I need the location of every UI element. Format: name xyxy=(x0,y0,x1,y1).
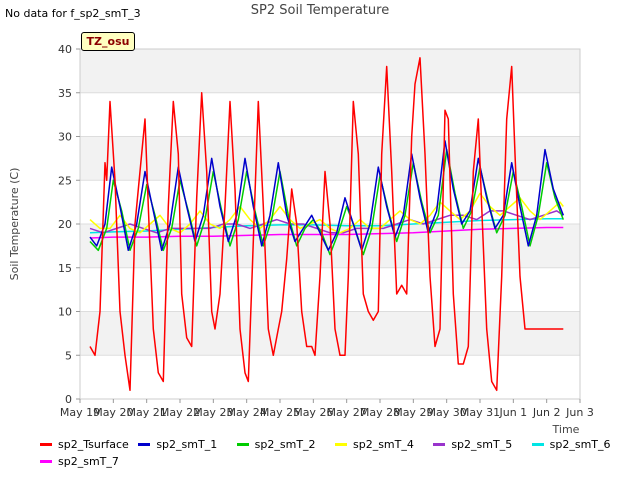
legend-row: sp2_Tsurface sp2_smT_1 sp2_smT_2 sp2_smT_4 s… xyxy=(38,436,628,453)
y-tick-labels: 0 5 10 15 20 25 30 35 40 xyxy=(58,43,80,406)
x-tick-label: May 27 xyxy=(327,406,367,419)
x-tick-label: May 22 xyxy=(160,406,200,419)
legend: sp2_Tsurface sp2_smT_1 sp2_smT_2 sp2_smT_4 s… xyxy=(38,436,628,470)
x-tick-label: Jun 1 xyxy=(498,406,527,419)
background-band xyxy=(80,311,580,356)
legend-swatch xyxy=(236,443,249,446)
x-tick-label: May 31 xyxy=(460,406,500,419)
series-line-sp2_smT_1 xyxy=(89,140,565,252)
y-axis-label: Soil Temperature (C) xyxy=(8,168,21,281)
x-axis-label: Time xyxy=(552,423,580,436)
legend-swatch xyxy=(433,443,446,446)
legend-label: sp2_smT_6 xyxy=(549,438,611,451)
legend-row: sp2_smT_7 xyxy=(38,453,628,470)
x-tick-label: May 23 xyxy=(193,406,233,419)
legend-item: sp2_smT_1 xyxy=(136,438,234,451)
y-tick-label: 30 xyxy=(58,131,72,144)
x-tick-label: May 25 xyxy=(260,406,300,419)
x-tick-label: Jun 2 xyxy=(532,406,561,419)
y-tick-label: 15 xyxy=(58,262,72,275)
y-tick-label: 20 xyxy=(58,218,72,231)
x-tick-label: May 20 xyxy=(93,406,133,419)
legend-label: sp2_Tsurface xyxy=(58,438,129,451)
x-tick-label: Jun 3 xyxy=(565,406,594,419)
background-band xyxy=(80,92,580,137)
background-band xyxy=(80,49,580,93)
chart-title: SP2 Soil Temperature xyxy=(250,3,390,18)
y-tick-label: 5 xyxy=(65,349,72,362)
legend-label: sp2_smT_1 xyxy=(156,438,218,451)
legend-label: sp2_smT_7 xyxy=(58,455,119,468)
legend-item: sp2_smT_4 xyxy=(333,438,431,451)
legend-label: sp2_smT_5 xyxy=(451,438,513,451)
legend-swatch xyxy=(40,460,52,463)
legend-item: sp2_smT_5 xyxy=(431,438,529,451)
background-band xyxy=(80,267,580,312)
x-tick-label: May 30 xyxy=(427,406,467,419)
legend-swatch xyxy=(138,443,151,446)
y-tick-label: 25 xyxy=(58,174,72,187)
x-tick-label: May 29 xyxy=(393,406,433,419)
series-lines xyxy=(89,57,565,392)
legend-item: sp2_smT_6 xyxy=(530,438,628,451)
timezone-badge: TZ_osu xyxy=(81,32,135,51)
legend-swatch xyxy=(531,443,544,446)
y-tick-label: 35 xyxy=(58,87,72,100)
series-line-sp2_Tsurface xyxy=(89,57,564,392)
legend-swatch xyxy=(40,443,52,446)
y-tick-label: 0 xyxy=(65,393,72,406)
background-band xyxy=(80,136,580,181)
legend-label: sp2_smT_2 xyxy=(254,438,316,451)
x-tick-label: May 24 xyxy=(227,406,267,419)
background-band xyxy=(80,355,580,399)
legend-swatch xyxy=(334,443,347,446)
legend-item: sp2_smT_7 xyxy=(38,455,141,468)
x-tick-label: May 26 xyxy=(293,406,333,419)
legend-item: sp2_Tsurface xyxy=(38,438,136,451)
x-tick-label: May 21 xyxy=(127,406,167,419)
no-data-notice: No data for f_sp2_smT_3 xyxy=(5,7,141,20)
y-tick-label: 10 xyxy=(58,306,72,319)
x-tick-label: May 19 xyxy=(60,406,100,419)
y-tick-label: 40 xyxy=(58,43,72,56)
legend-item: sp2_smT_2 xyxy=(235,438,333,451)
legend-label: sp2_smT_4 xyxy=(352,438,414,451)
x-tick-label: May 28 xyxy=(360,406,400,419)
